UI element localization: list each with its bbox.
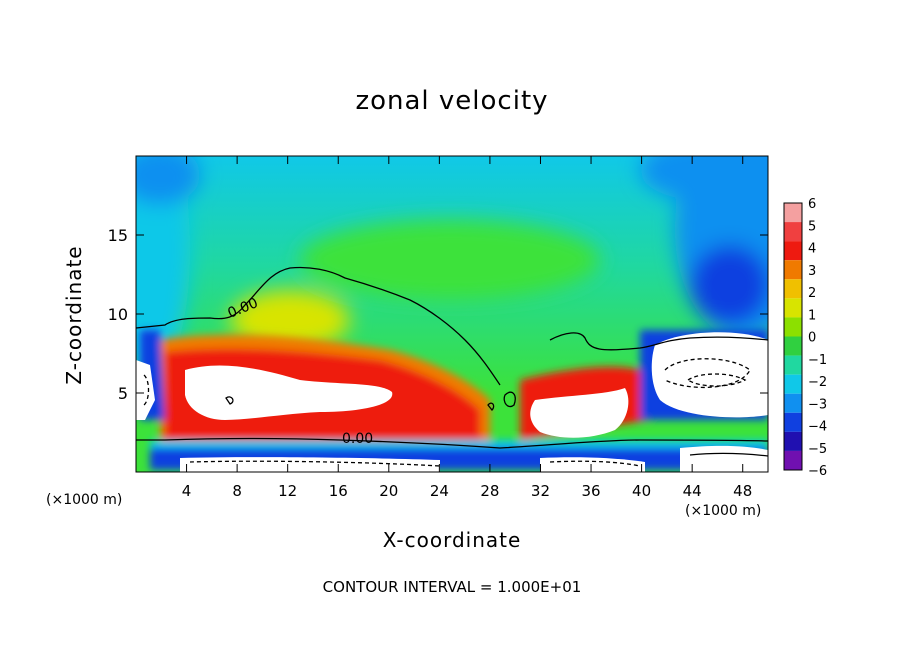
colorbar-swatch <box>784 431 802 451</box>
x-tick-label: 40 <box>632 482 651 500</box>
contour-label: 0.00 <box>342 431 373 447</box>
x-tick-label: 44 <box>683 482 702 500</box>
colorbar-tick-label: 0 <box>808 331 816 346</box>
x-tick-label: 24 <box>430 482 449 500</box>
colorbar-tick-label: −4 <box>808 420 827 435</box>
x-tick-label: 8 <box>232 482 242 500</box>
x-tick-label: 16 <box>329 482 348 500</box>
colorbar-swatch <box>784 374 802 394</box>
colorbar-swatch <box>784 298 802 318</box>
colorbar-tick-label: 3 <box>808 264 816 279</box>
y-tick-label: 15 <box>108 226 128 245</box>
contour-lines <box>136 266 768 467</box>
colorbar-swatch <box>784 355 802 375</box>
colorbar-tick-label: −3 <box>808 397 827 412</box>
x-axis-label: X-coordinate <box>382 528 522 552</box>
colorbar-tick-label: 2 <box>808 286 816 301</box>
velocity-field <box>136 156 768 472</box>
colorbar-swatch <box>784 412 802 432</box>
colorbar-swatch <box>784 336 802 356</box>
colorbar-tick-label: −2 <box>808 375 827 390</box>
colorbar-swatch <box>784 222 802 242</box>
colorbar-frame <box>783 202 803 471</box>
colorbar-tick-label: 1 <box>808 308 816 323</box>
colorbar-swatch <box>784 450 802 470</box>
colorbar-tick-label: 6 <box>808 197 816 212</box>
colorbar-swatch <box>784 317 802 337</box>
x-tick-label: 32 <box>531 482 550 500</box>
x-tick-label: 4 <box>182 482 192 500</box>
y-tick-label: 10 <box>108 305 128 324</box>
colorbar-tick-label: 4 <box>808 242 816 257</box>
x-tick-label: 20 <box>379 482 398 500</box>
colorbar-swatch <box>784 203 802 223</box>
contour-interval-note: CONTOUR INTERVAL = 1.000E+01 <box>322 578 582 596</box>
colorbar-tick-label: −6 <box>808 464 827 479</box>
chart-title: zonal velocity <box>355 86 549 116</box>
colorbar-swatch <box>784 241 802 261</box>
colorbar-tick-label: −1 <box>808 353 827 368</box>
colorbar-swatch <box>784 279 802 299</box>
x-unit-note-left: (×1000 m) <box>46 492 123 508</box>
colorbar-swatch <box>784 393 802 413</box>
y-axis-ticks: 5 10 15 <box>108 226 768 403</box>
colorbar-swatch <box>784 260 802 280</box>
x-unit-note-right: (×1000 m) <box>685 503 762 519</box>
colorbar-tick-label: −5 <box>808 442 827 457</box>
x-tick-label: 48 <box>733 482 752 500</box>
x-tick-label: 36 <box>581 482 600 500</box>
x-axis-ticks: 4 8 12 16 20 24 28 32 36 40 44 48 <box>182 156 752 500</box>
colorbar: 6 5 4 3 2 1 0 −1 −2 −3 −4 −5 −6 <box>783 197 827 479</box>
x-tick-label: 28 <box>480 482 499 500</box>
y-tick-label: 5 <box>118 384 128 403</box>
x-tick-label: 12 <box>278 482 297 500</box>
colorbar-tick-label: 5 <box>808 219 816 234</box>
